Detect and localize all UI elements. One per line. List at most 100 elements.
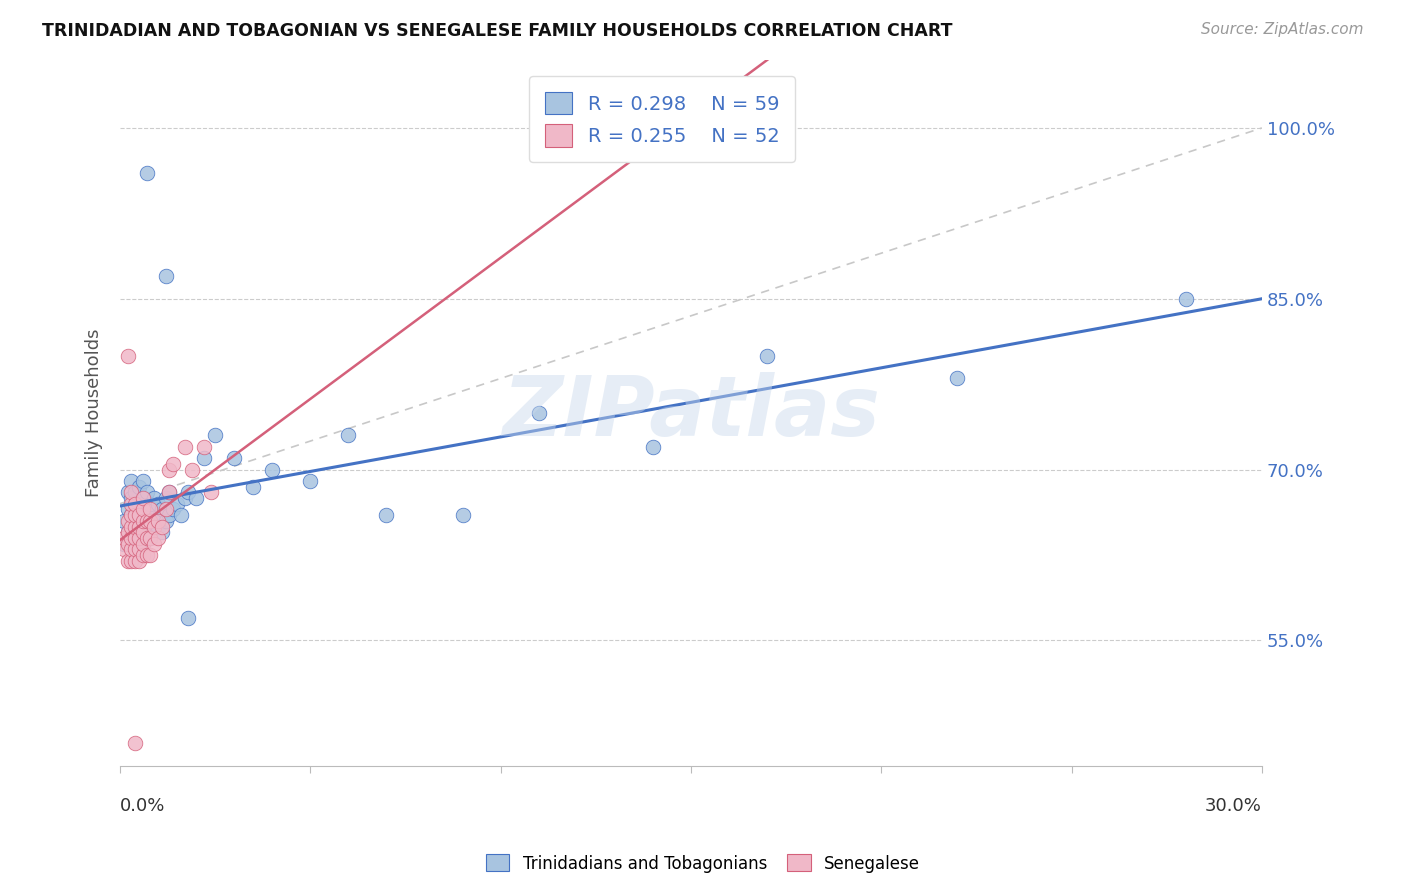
Point: [204, 428, 226, 442]
Point: [135, 485, 157, 500]
Point: [242, 480, 264, 494]
Point: [117, 349, 139, 363]
Point: [132, 474, 155, 488]
Point: [128, 554, 150, 568]
Point: [162, 502, 184, 516]
Point: [128, 542, 150, 557]
Point: [150, 519, 173, 533]
Point: [132, 502, 155, 516]
Point: [146, 519, 169, 533]
Point: [128, 519, 150, 533]
Point: [224, 451, 246, 466]
Point: [146, 497, 169, 511]
Point: [112, 536, 135, 550]
Point: [124, 519, 146, 533]
Point: [117, 485, 139, 500]
Text: 0.0%: 0.0%: [120, 797, 166, 815]
Point: [120, 474, 142, 488]
Point: [117, 502, 139, 516]
Point: [1174, 292, 1197, 306]
Point: [132, 525, 155, 540]
Point: [124, 485, 146, 500]
Point: [132, 491, 155, 505]
Point: [124, 531, 146, 545]
Point: [200, 485, 222, 500]
Point: [120, 531, 142, 545]
Point: [135, 548, 157, 562]
Point: [132, 514, 155, 528]
Point: [150, 525, 173, 540]
Point: [641, 440, 664, 454]
Point: [135, 531, 157, 545]
Point: [120, 508, 142, 522]
Point: [193, 440, 215, 454]
Point: [124, 554, 146, 568]
Point: [120, 508, 142, 522]
Point: [177, 610, 200, 624]
Point: [146, 514, 169, 528]
Point: [124, 736, 146, 750]
Point: [139, 531, 162, 545]
Text: TRINIDADIAN AND TOBAGONIAN VS SENEGALESE FAMILY HOUSEHOLDS CORRELATION CHART: TRINIDADIAN AND TOBAGONIAN VS SENEGALESE…: [42, 22, 953, 40]
Point: [155, 491, 177, 505]
Text: ZIPatlas: ZIPatlas: [502, 372, 880, 453]
Point: [184, 491, 207, 505]
Text: 30.0%: 30.0%: [1205, 797, 1263, 815]
Point: [946, 371, 969, 385]
Point: [135, 166, 157, 180]
Point: [132, 491, 155, 505]
Point: [117, 536, 139, 550]
Point: [139, 514, 162, 528]
Point: [159, 508, 181, 522]
Point: [193, 451, 215, 466]
Point: [162, 457, 184, 471]
Point: [139, 548, 162, 562]
Point: [124, 502, 146, 516]
Point: [120, 531, 142, 545]
Point: [527, 406, 550, 420]
Point: [143, 519, 166, 533]
Point: [756, 349, 779, 363]
Point: [128, 536, 150, 550]
Point: [159, 485, 181, 500]
Point: [120, 491, 142, 505]
Point: [124, 508, 146, 522]
Point: [155, 268, 177, 283]
Point: [120, 497, 142, 511]
Point: [132, 548, 155, 562]
Point: [124, 497, 146, 511]
Point: [135, 519, 157, 533]
Point: [124, 542, 146, 557]
Point: [262, 462, 284, 476]
Point: [143, 514, 166, 528]
Point: [128, 497, 150, 511]
Point: [117, 525, 139, 540]
Point: [159, 485, 181, 500]
Point: [173, 440, 195, 454]
Point: [120, 542, 142, 557]
Point: [150, 502, 173, 516]
Point: [299, 474, 322, 488]
Point: [132, 536, 155, 550]
Point: [128, 480, 150, 494]
Legend: Trinidadians and Tobagonians, Senegalese: Trinidadians and Tobagonians, Senegalese: [479, 847, 927, 880]
Point: [128, 514, 150, 528]
Point: [177, 485, 200, 500]
Point: [117, 525, 139, 540]
Point: [120, 554, 142, 568]
Point: [112, 531, 135, 545]
Point: [139, 531, 162, 545]
Point: [112, 514, 135, 528]
Point: [120, 485, 142, 500]
Point: [135, 514, 157, 528]
Point: [120, 519, 142, 533]
Point: [112, 542, 135, 557]
Point: [128, 508, 150, 522]
Point: [159, 462, 181, 476]
Point: [117, 554, 139, 568]
Point: [143, 491, 166, 505]
Point: [170, 508, 193, 522]
Point: [155, 514, 177, 528]
Point: [451, 508, 474, 522]
Point: [139, 502, 162, 516]
